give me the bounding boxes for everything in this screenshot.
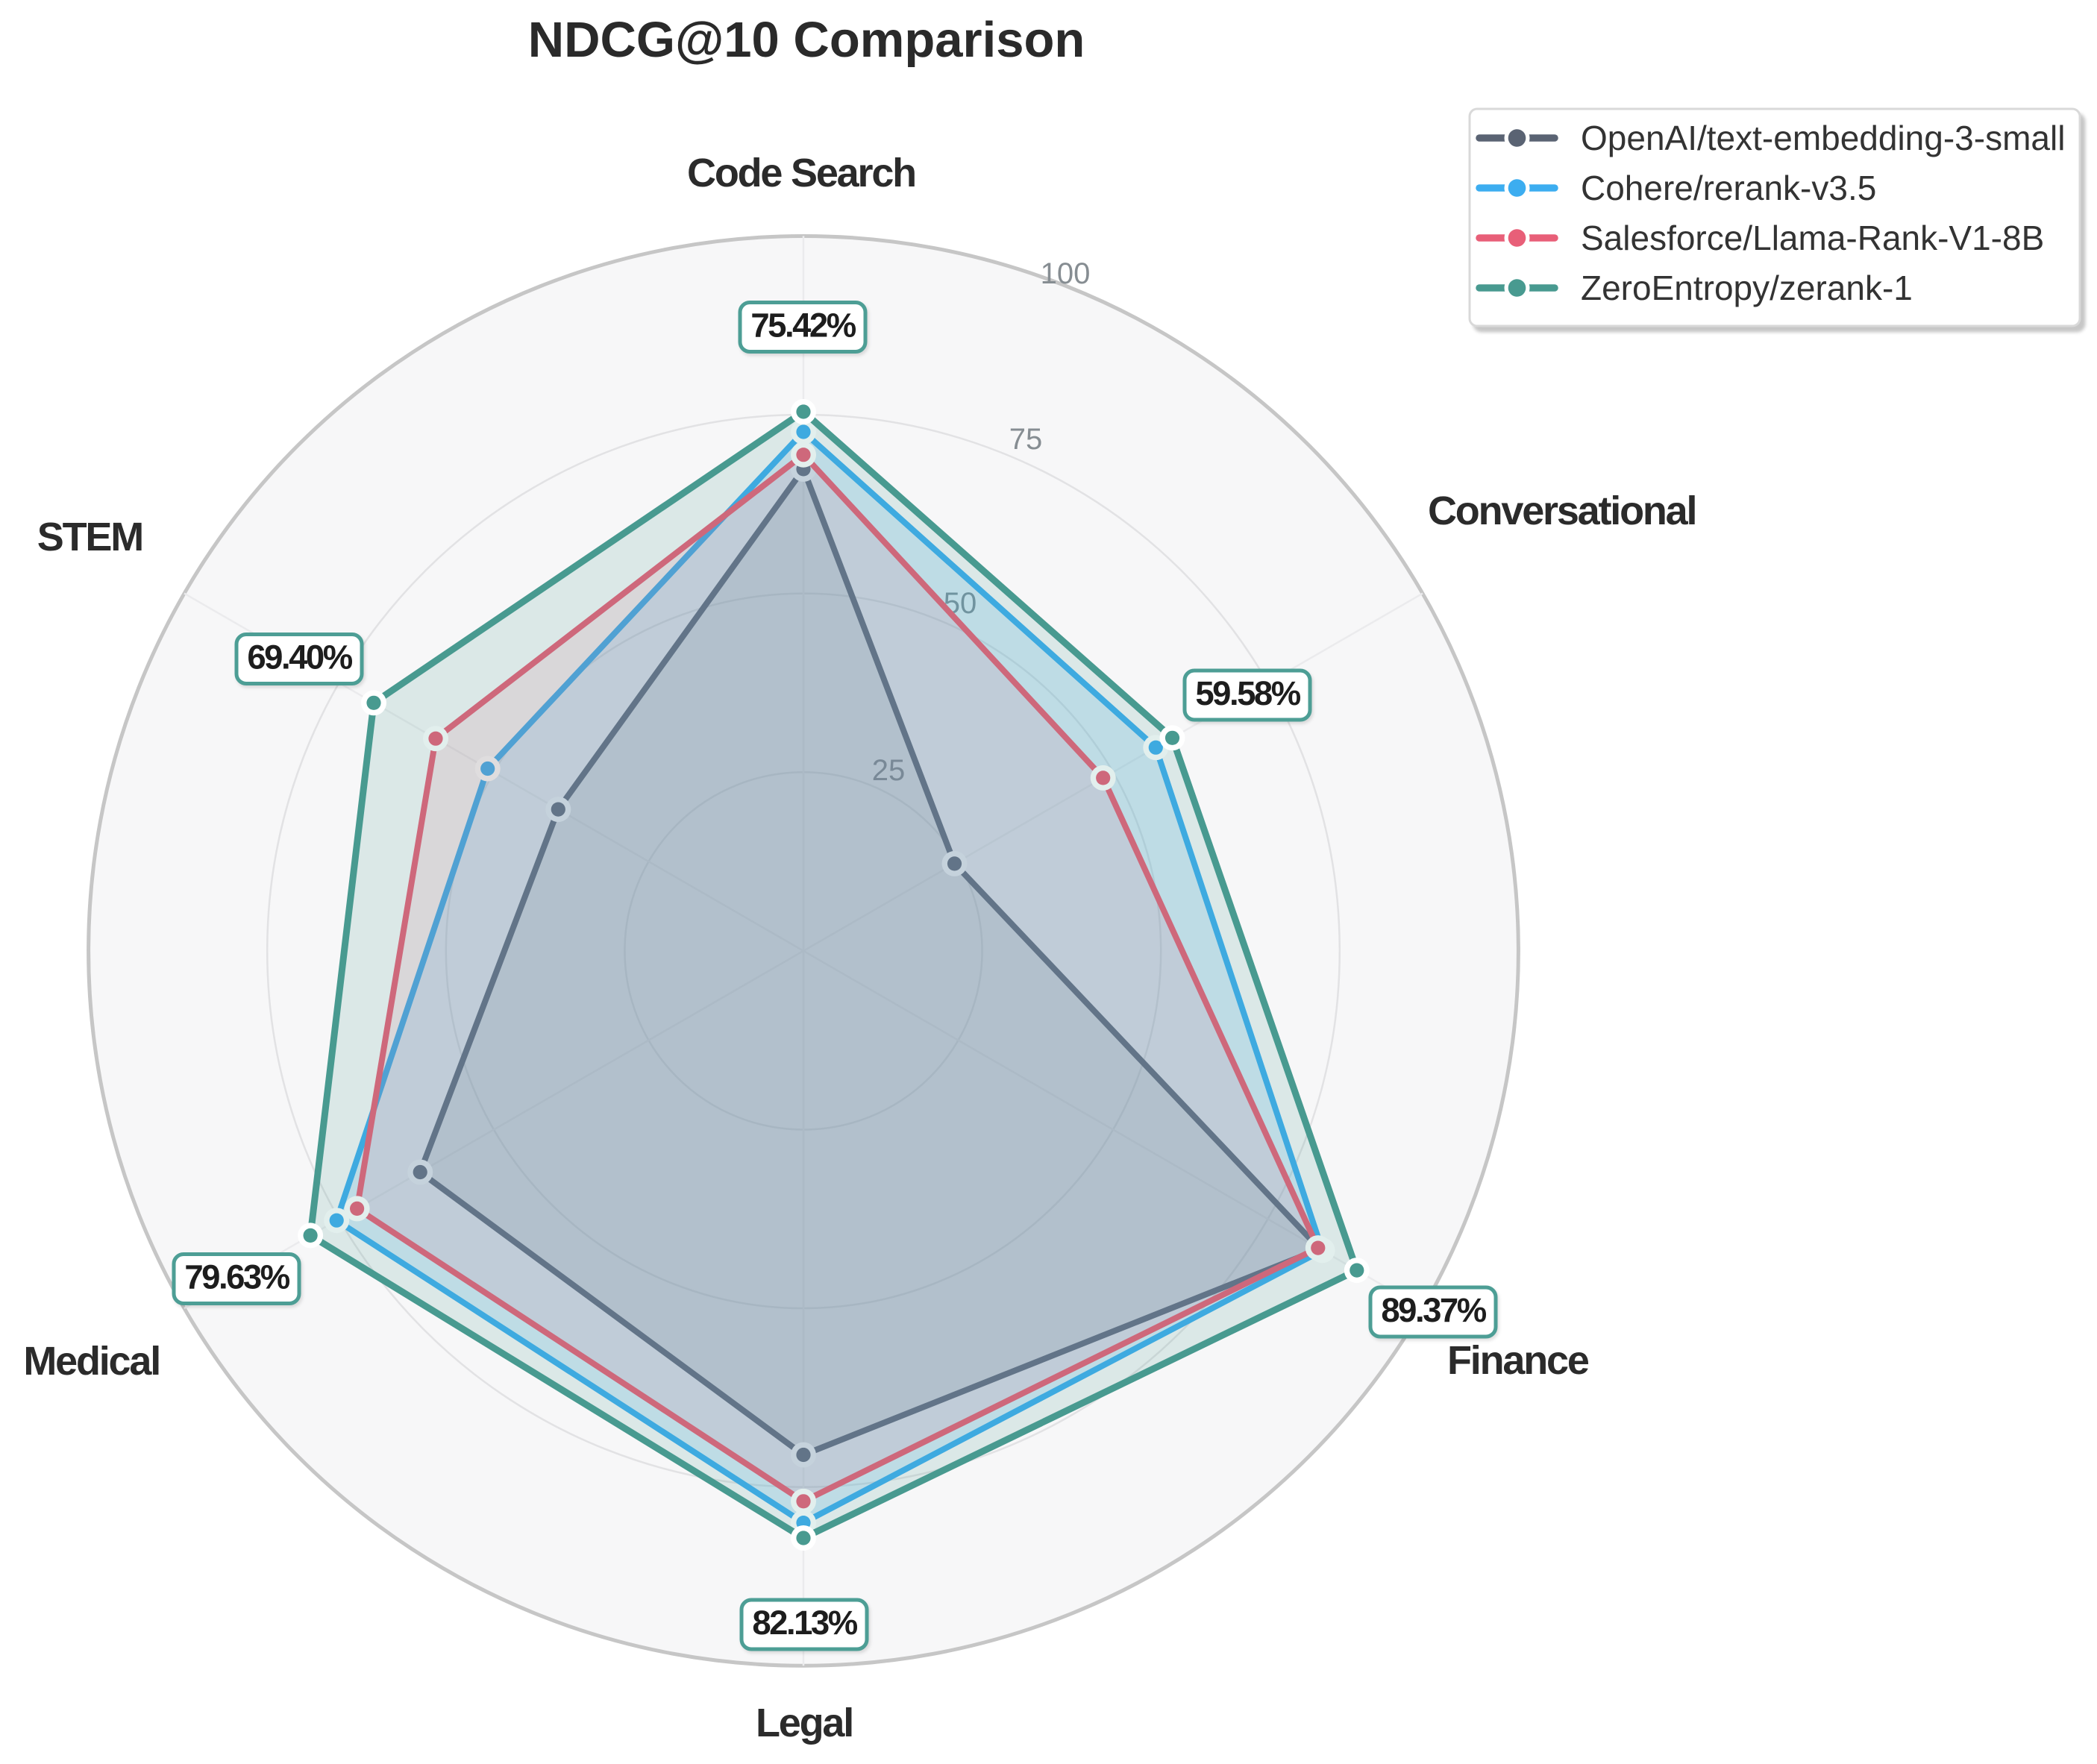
svg-text:OpenAI/text-embedding-3-small: OpenAI/text-embedding-3-small xyxy=(1581,119,2065,157)
svg-text:75: 75 xyxy=(1009,423,1043,456)
svg-text:NDCG@10 Comparison: NDCG@10 Comparison xyxy=(528,12,1085,68)
svg-text:Finance: Finance xyxy=(1447,1338,1589,1383)
svg-text:82.13%: 82.13% xyxy=(752,1604,857,1642)
svg-text:100: 100 xyxy=(1041,257,1091,290)
svg-text:79.63%: 79.63% xyxy=(184,1258,289,1296)
svg-text:Cohere/rerank-v3.5: Cohere/rerank-v3.5 xyxy=(1581,169,1876,207)
svg-text:ZeroEntropy/zerank-1: ZeroEntropy/zerank-1 xyxy=(1581,269,1913,307)
svg-text:59.58%: 59.58% xyxy=(1195,674,1300,712)
svg-text:STEM: STEM xyxy=(37,515,142,559)
svg-text:25: 25 xyxy=(872,754,906,787)
svg-text:75.42%: 75.42% xyxy=(750,307,856,345)
svg-text:Legal: Legal xyxy=(756,1701,853,1745)
svg-text:Salesforce/Llama-Rank-V1-8B: Salesforce/Llama-Rank-V1-8B xyxy=(1581,219,2044,257)
svg-text:Medical: Medical xyxy=(23,1339,160,1384)
svg-text:Conversational: Conversational xyxy=(1428,489,1696,533)
svg-text:89.37%: 89.37% xyxy=(1381,1291,1486,1329)
svg-text:Code Search: Code Search xyxy=(687,151,915,195)
svg-text:69.40%: 69.40% xyxy=(247,638,352,677)
